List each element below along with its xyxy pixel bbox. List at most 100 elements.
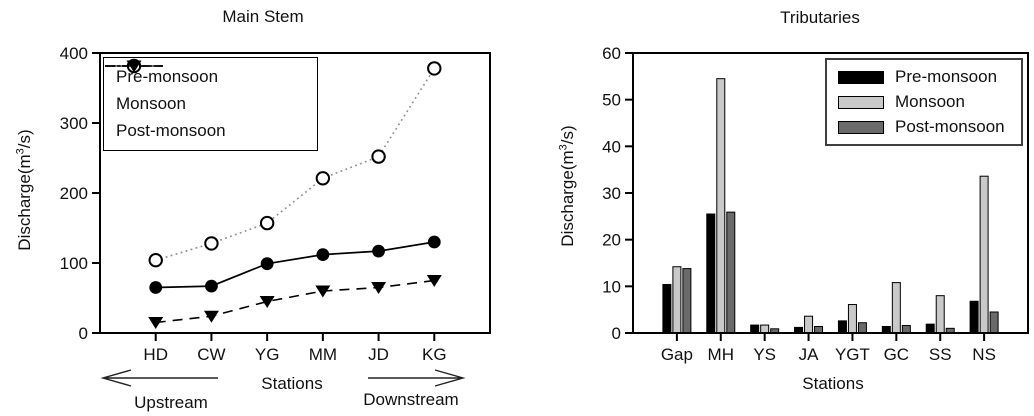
tick-label: YGT — [835, 345, 870, 364]
series-monsoon — [148, 61, 442, 268]
tick-label: JA — [799, 345, 820, 364]
series-marker — [427, 61, 442, 76]
bar-ygt-pre-monsoon — [837, 320, 847, 334]
main-stem-title: Main Stem — [222, 7, 304, 26]
legend-label: Post-monsoon — [116, 121, 226, 140]
bar-ys-pre-monsoon — [750, 324, 760, 334]
series-line — [155, 67, 435, 261]
upstream-label: Upstream — [134, 393, 208, 412]
tick-label: 10 — [602, 277, 621, 296]
tick-label: 100 — [60, 254, 88, 273]
bar-ygt-monsoon — [847, 304, 857, 334]
series-marker — [315, 285, 331, 298]
tick-label: KG — [422, 345, 447, 364]
post-monsoon-line-marker-icon — [105, 60, 163, 73]
bar-ns-post-monsoon — [989, 311, 999, 334]
series-marker — [371, 149, 386, 164]
y-label-text: /s) — [15, 129, 34, 149]
y-label-sup: 3 — [14, 148, 27, 155]
bar-gap-pre-monsoon — [662, 283, 672, 334]
bar-ss-monsoon — [935, 295, 945, 334]
y-label-sup: 3 — [557, 144, 570, 151]
tributaries-legend: Pre-monsoon Monsoon Post-monsoon — [825, 58, 1023, 146]
series-marker — [148, 317, 164, 329]
upstream-arrow-icon — [100, 369, 218, 387]
tributaries-x-axis-label: Stations — [802, 374, 864, 393]
bar-groups — [662, 78, 999, 334]
series-marker — [203, 310, 219, 323]
axes: 0 100 200 300 400 HD CW YG MM JD KG — [60, 44, 491, 364]
tick-label: HD — [143, 345, 168, 364]
bar-gc-post-monsoon — [901, 325, 911, 334]
main-stem-legend: Pre-monsoon Monsoon Post-monsoon — [103, 57, 318, 151]
downstream-label: Downstream — [363, 390, 459, 409]
y-label-text: Discharge(m — [15, 154, 34, 251]
tick-label: MH — [708, 345, 734, 364]
legend-label: Pre-monsoon — [895, 67, 998, 86]
y-label-text: Discharge(m — [558, 150, 577, 247]
tick-label: MM — [309, 345, 337, 364]
tick-label: 300 — [60, 114, 88, 133]
tributaries-title: Tributaries — [780, 8, 860, 27]
series-marker — [259, 215, 275, 231]
series-post-monsoon — [148, 275, 442, 329]
legend-item-monsoon: Monsoon — [838, 92, 1021, 112]
legend-item-monsoon: Monsoon — [105, 58, 317, 114]
legend-item-pre-monsoon: Pre-monsoon — [838, 67, 1021, 87]
bar-gc-monsoon — [891, 282, 901, 334]
bar-ja-monsoon — [804, 315, 814, 334]
tick-label: 60 — [602, 44, 621, 63]
legend-label: Monsoon — [116, 94, 186, 113]
bar-mh-post-monsoon — [726, 211, 736, 334]
series-marker — [149, 281, 163, 294]
tick-label: 200 — [60, 184, 88, 203]
tick-label: YS — [753, 345, 776, 364]
tick-label: YG — [255, 345, 280, 364]
tick-label: 0 — [79, 324, 88, 343]
tick-label: 40 — [602, 137, 621, 156]
legend-label: Monsoon — [895, 92, 965, 111]
post-monsoon-swatch-icon — [838, 120, 884, 134]
series-marker — [259, 296, 275, 308]
bar-ss-pre-monsoon — [925, 323, 935, 334]
tick-label: 20 — [602, 231, 621, 250]
series-pre-monsoon — [149, 235, 441, 294]
series-marker — [316, 248, 330, 261]
main-stem-y-axis-label: Discharge(m3/s) — [14, 75, 36, 305]
downstream-arrow-icon — [368, 369, 466, 387]
bar-ns-pre-monsoon — [969, 300, 979, 334]
monsoon-swatch-icon — [838, 95, 884, 109]
legend-label: Pre-monsoon — [116, 67, 219, 86]
tick-label: 50 — [602, 91, 621, 110]
series-marker — [426, 275, 442, 287]
y-label-text: /s) — [558, 125, 577, 145]
series-marker — [427, 235, 441, 249]
tick-label: CW — [197, 345, 225, 364]
series-marker — [126, 60, 142, 73]
tick-label: GC — [884, 345, 910, 364]
series-marker — [204, 236, 219, 251]
tributaries-y-axis-label: Discharge(m3/s) — [557, 71, 579, 301]
series-marker — [315, 171, 331, 186]
series-marker — [371, 282, 387, 294]
main-stem-x-axis-label: Stations — [261, 374, 323, 393]
legend-item-post-monsoon: Post-monsoon — [105, 60, 317, 141]
bar-mh-pre-monsoon — [706, 213, 716, 334]
tick-label: Gap — [661, 345, 693, 364]
tick-label: JD — [368, 345, 389, 364]
series-marker — [205, 279, 218, 293]
series-marker — [148, 253, 163, 268]
series-line — [155, 241, 435, 289]
tick-label: 0 — [612, 324, 621, 343]
axes: 0 10 20 30 40 50 60 Gap MH YS JA YGT GC SS NS — [602, 44, 1029, 364]
legend-item-post-monsoon: Post-monsoon — [838, 117, 1021, 137]
tick-label: 30 — [602, 184, 621, 203]
legend-label: Post-monsoon — [895, 117, 1005, 136]
tick-label: NS — [972, 345, 996, 364]
series-marker — [260, 257, 274, 271]
bar-ys-monsoon — [760, 324, 770, 334]
bar-mh-monsoon — [716, 78, 726, 334]
bar-ns-monsoon — [979, 175, 989, 334]
